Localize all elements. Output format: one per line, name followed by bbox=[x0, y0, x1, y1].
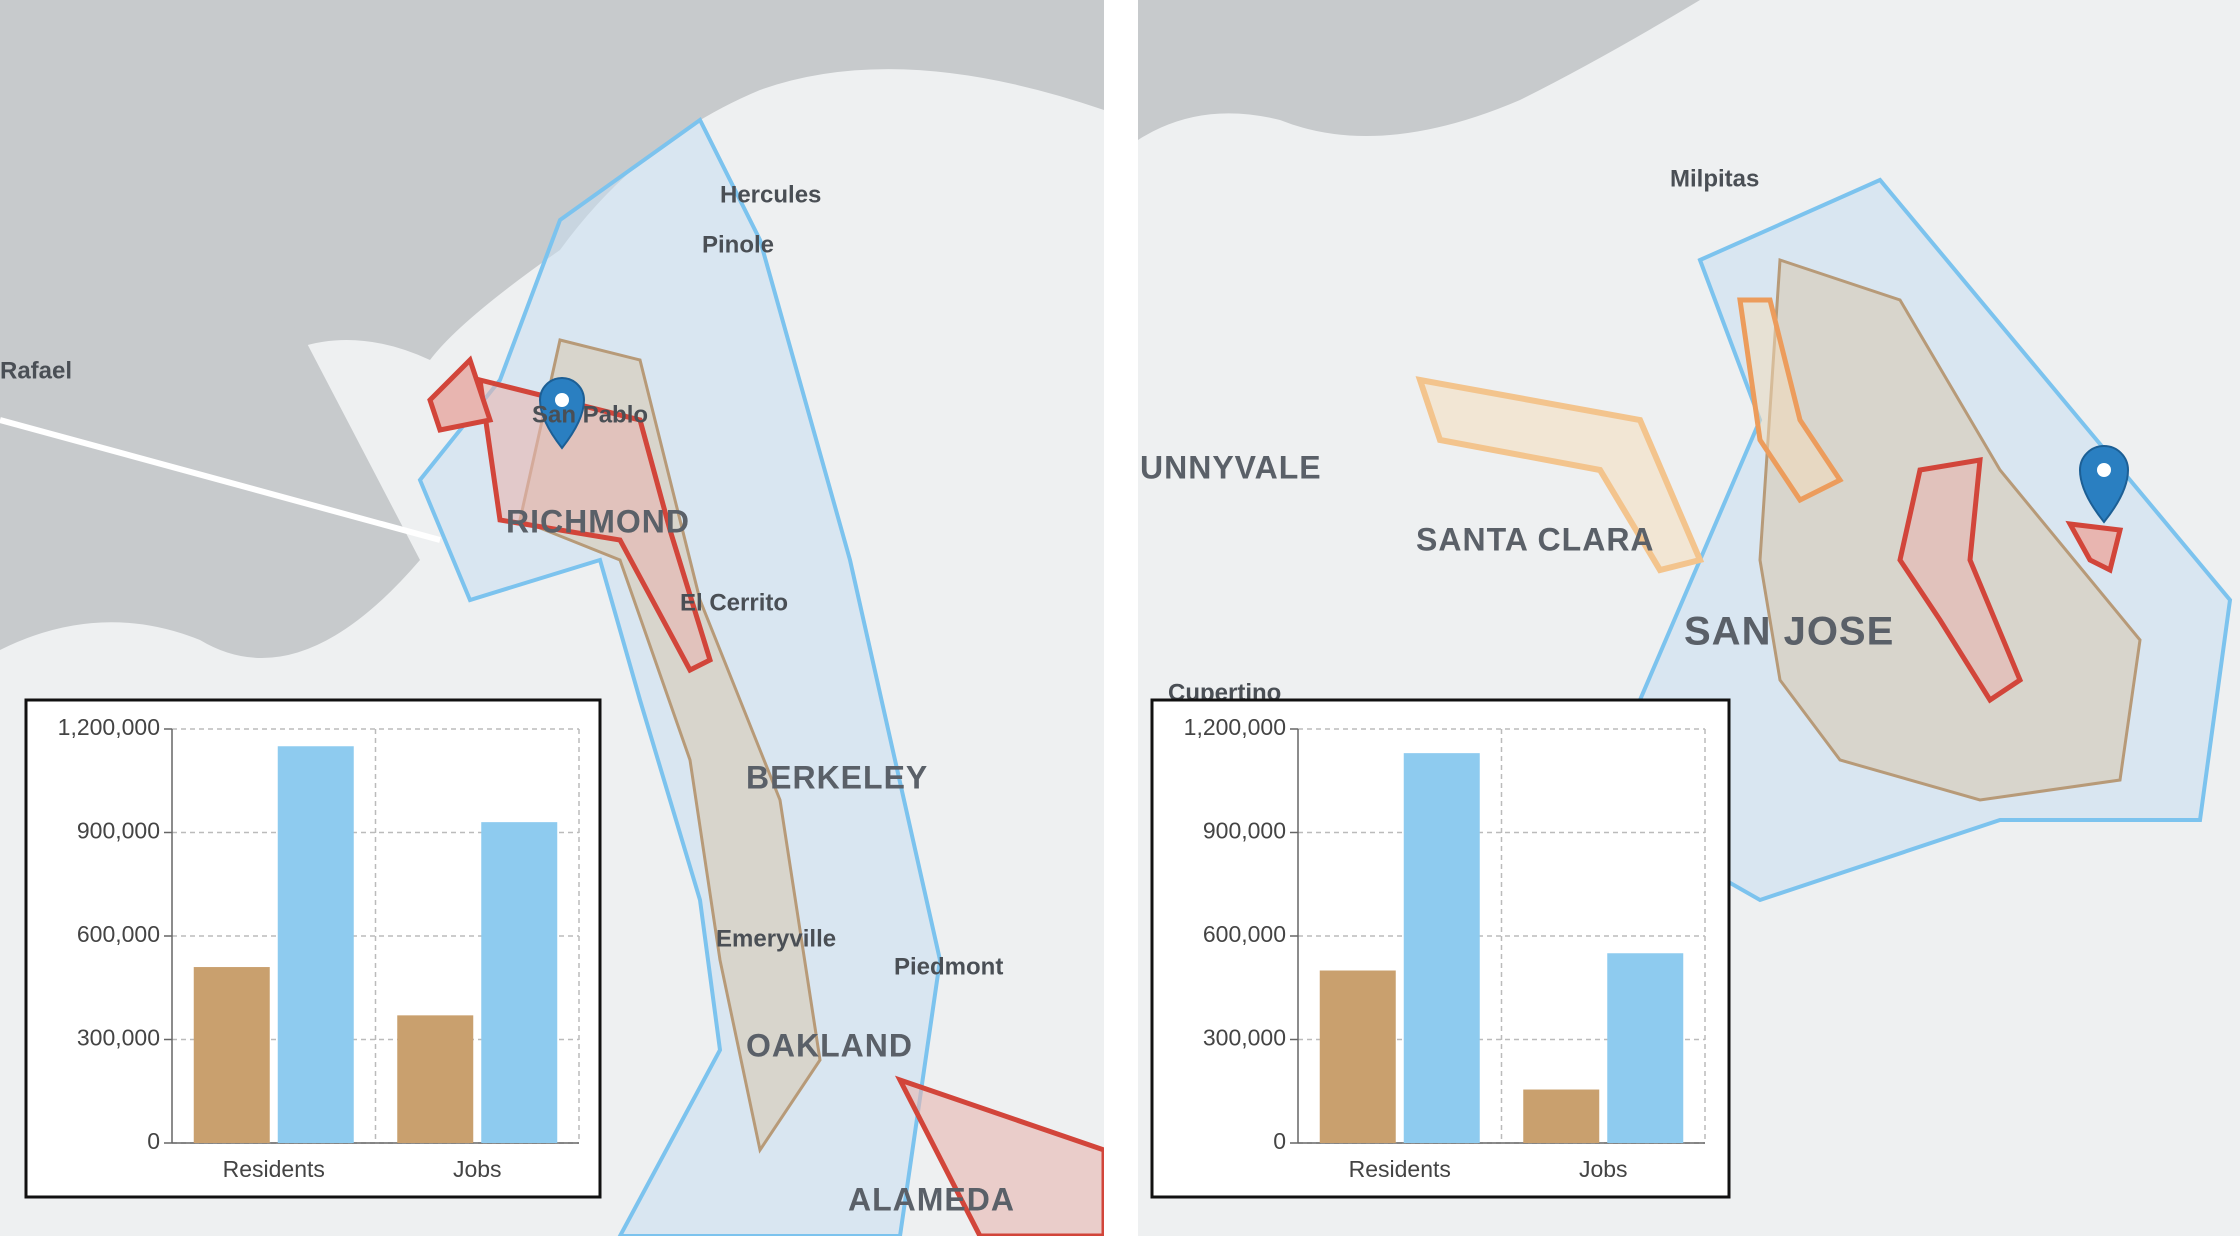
y-tick-label: 600,000 bbox=[77, 921, 160, 947]
x-tick-label: Jobs bbox=[1579, 1156, 1628, 1182]
bar bbox=[1523, 1089, 1600, 1143]
place-label: El Cerrito bbox=[680, 589, 788, 616]
chart-inset: 0 300,000 600,000 900,000 1,200,000 Residents… bbox=[1150, 698, 1731, 1199]
place-label: Rafael bbox=[0, 357, 72, 384]
y-tick-label: 1,200,000 bbox=[1184, 714, 1286, 740]
bar bbox=[481, 822, 558, 1143]
place-label: Pinole bbox=[702, 231, 774, 258]
bar bbox=[193, 967, 270, 1143]
place-label: SAN JOSE bbox=[1684, 610, 1894, 654]
y-tick-label: 600,000 bbox=[1203, 921, 1286, 947]
place-label: Hercules bbox=[720, 181, 821, 208]
y-tick-label: 300,000 bbox=[1203, 1025, 1286, 1051]
place-label: OAKLAND bbox=[746, 1027, 913, 1063]
place-label: San Pablo bbox=[532, 401, 648, 428]
place-label: RICHMOND bbox=[506, 503, 690, 539]
bar bbox=[1403, 753, 1480, 1143]
x-tick-label: Residents bbox=[223, 1156, 325, 1182]
y-tick-label: 900,000 bbox=[77, 818, 160, 844]
place-label: Piedmont bbox=[894, 953, 1003, 980]
place-label: SANTA CLARA bbox=[1416, 521, 1655, 557]
bar bbox=[277, 746, 354, 1143]
place-label: Emeryville bbox=[716, 925, 836, 952]
bar bbox=[1607, 953, 1684, 1143]
y-tick-label: 1,200,000 bbox=[58, 714, 160, 740]
y-tick-label: 900,000 bbox=[1203, 818, 1286, 844]
y-tick-label: 0 bbox=[147, 1128, 160, 1154]
y-tick-label: 0 bbox=[1273, 1128, 1286, 1154]
bar bbox=[397, 1015, 474, 1143]
x-tick-label: Residents bbox=[1349, 1156, 1451, 1182]
place-label: UNNYVALE bbox=[1140, 449, 1322, 485]
bar bbox=[1319, 970, 1396, 1143]
chart-inset: 0 300,000 600,000 900,000 1,200,000 Residents… bbox=[24, 698, 602, 1199]
place-label: Milpitas bbox=[1670, 165, 1759, 192]
place-label: ALAMEDA bbox=[848, 1181, 1015, 1217]
place-label: BERKELEY bbox=[746, 759, 928, 795]
x-tick-label: Jobs bbox=[453, 1156, 502, 1182]
y-tick-label: 300,000 bbox=[77, 1025, 160, 1051]
